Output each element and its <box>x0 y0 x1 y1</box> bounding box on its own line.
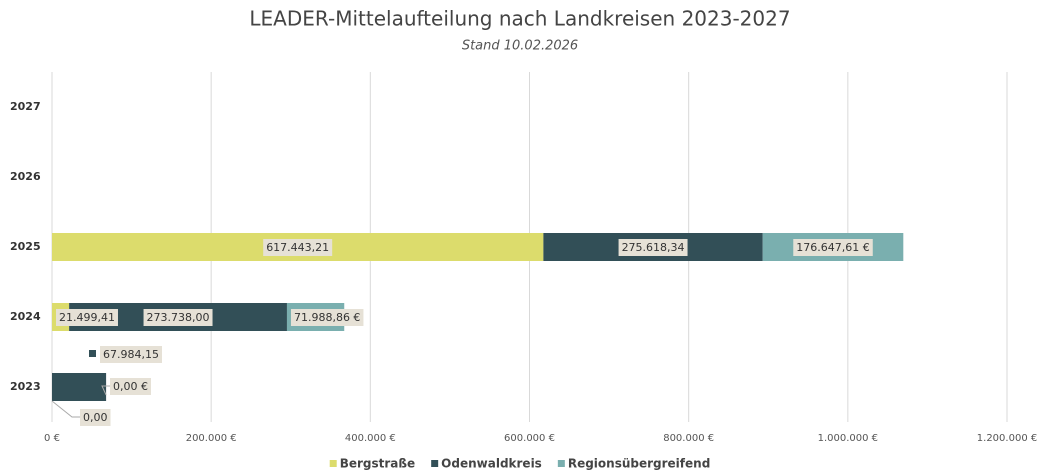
data-label-text: 71.988,86 € <box>294 311 360 324</box>
legend-label: Regionsübergreifend <box>568 457 710 471</box>
data-label-text: 273.738,00 <box>147 311 210 324</box>
y-tick-label: 2023 <box>10 380 41 393</box>
legend-swatch <box>431 460 439 467</box>
data-label-text: 176.647,61 € <box>796 241 869 254</box>
x-tick-label: 400.000 € <box>345 433 396 444</box>
x-tick-label: 1.000.000 € <box>818 433 878 444</box>
data-label-text: 21.499,41 <box>59 311 115 324</box>
legend-swatch <box>329 460 337 467</box>
x-tick-label: 800.000 € <box>663 433 714 444</box>
x-tick-label: 600.000 € <box>504 433 555 444</box>
data-label: 67.984,15 <box>100 346 162 363</box>
data-label-box <box>290 309 364 326</box>
x-tick-label: 1.200.000 € <box>977 433 1037 444</box>
y-tick-label: 2025 <box>10 240 41 253</box>
data-label-text: 617.443,21 <box>266 241 329 254</box>
legend: Bergstraße Odenwaldkreis Regionsübergreife… <box>329 457 710 471</box>
chart-title: LEADER-Mittelaufteilung nach Landkreisen… <box>249 7 790 31</box>
callout-line <box>51 400 80 418</box>
chart-subtitle: Stand 10.02.2026 <box>462 39 578 54</box>
legend-swatch <box>557 460 565 467</box>
data-label-text: 67.984,15 <box>103 348 159 361</box>
data-label: 273.738,00 <box>143 309 213 326</box>
data-label: 71.988,86 € <box>290 309 364 326</box>
labels: 0,00 67.984,15 0,00 € 21.499,41 273.738,00 71… <box>51 239 873 426</box>
data-label-box <box>143 309 213 326</box>
data-label-box <box>110 378 151 395</box>
y-tick-label: 2024 <box>10 310 41 323</box>
callout-line <box>101 385 110 396</box>
x-tick-label: 200.000 € <box>186 433 237 444</box>
data-label: 617.443,21 <box>263 239 333 256</box>
callout-marker <box>89 350 96 357</box>
y-tick-label: 2026 <box>10 170 41 183</box>
x-tick-label: 0 € <box>44 433 60 444</box>
data-label-text: 0,00 € <box>113 380 148 393</box>
data-label-box <box>618 239 688 256</box>
data-label: 0,00 € <box>110 378 151 395</box>
data-label-box <box>56 309 118 326</box>
data-label: 176.647,61 € <box>793 239 873 256</box>
data-label-box <box>80 409 111 426</box>
data-label-box <box>793 239 873 256</box>
bar-segment <box>52 373 107 401</box>
data-label-text: 275.618,34 <box>622 241 685 254</box>
legend-label: Odenwaldkreis <box>441 457 542 471</box>
data-label: 275.618,34 <box>618 239 688 256</box>
data-label-box <box>100 346 162 363</box>
legend-label: Bergstraße <box>340 457 415 471</box>
data-label: 21.499,41 <box>56 309 118 326</box>
y-tick-label: 2027 <box>10 100 41 113</box>
data-label: 0,00 <box>80 409 111 426</box>
data-label-text: 0,00 <box>83 411 108 424</box>
data-label-box <box>263 239 333 256</box>
